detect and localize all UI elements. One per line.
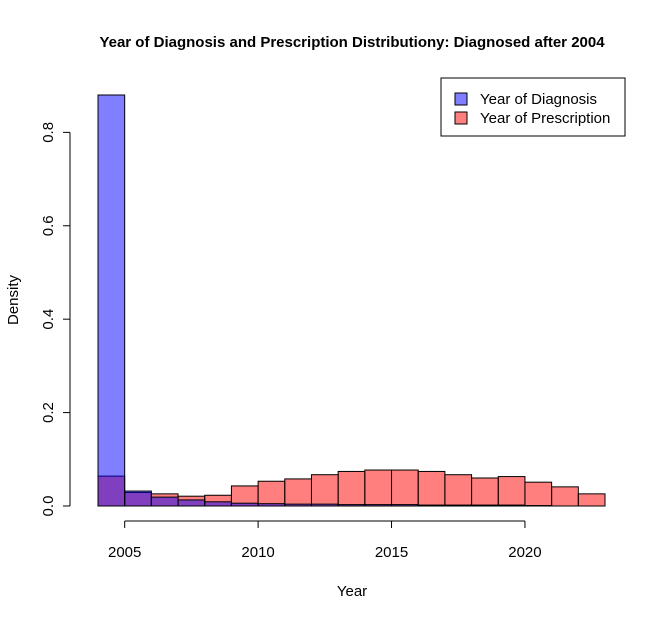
bar-year-of-prescription-2013 bbox=[337, 470, 366, 507]
bar-year-of-prescription-2017 bbox=[444, 474, 473, 507]
bar-year-of-diagnosis-2013 bbox=[337, 504, 366, 507]
legend-swatch-year-of-diagnosis bbox=[454, 92, 468, 106]
bar-year-of-prescription-2011 bbox=[284, 478, 312, 507]
legend-label-year-of-prescription: Year of Prescription bbox=[480, 110, 610, 127]
legend-swatch-year-of-prescription bbox=[454, 111, 468, 125]
bar-year-of-diagnosis-2009 bbox=[230, 502, 259, 507]
bar-year-of-diagnosis-2008 bbox=[204, 501, 232, 507]
legend-box bbox=[440, 77, 626, 137]
bar-year-of-prescription-2012 bbox=[310, 474, 339, 507]
x-tick-label-2010: 2010 bbox=[241, 544, 274, 561]
bar-year-of-diagnosis-2010 bbox=[257, 503, 286, 507]
bar-year-of-prescription-2016 bbox=[417, 470, 446, 507]
bar-year-of-prescription-2022 bbox=[577, 493, 606, 507]
y-tick-label-0: 0.0 bbox=[40, 496, 57, 517]
bar-year-of-diagnosis-2004 bbox=[97, 94, 126, 507]
bar-year-of-prescription-2014 bbox=[364, 469, 393, 507]
y-axis-label: Density bbox=[5, 274, 22, 325]
bar-year-of-prescription-2010 bbox=[257, 480, 286, 507]
bar-year-of-diagnosis-2016 bbox=[417, 504, 446, 507]
y-axis: 0.0 0.2 0.4 0.6 0.8 bbox=[40, 122, 71, 517]
x-tick-label-2005: 2005 bbox=[108, 544, 141, 561]
bar-year-of-diagnosis-2005 bbox=[124, 490, 152, 507]
bar-year-of-diagnosis-2017 bbox=[444, 504, 473, 507]
bar-year-of-prescription-2020 bbox=[524, 481, 553, 507]
x-axis: 2005 2010 2015 2020 bbox=[108, 520, 542, 561]
bar-year-of-diagnosis-2015 bbox=[391, 504, 419, 507]
bar-year-of-diagnosis-2007 bbox=[177, 499, 206, 507]
x-tick-label-2020: 2020 bbox=[508, 544, 541, 561]
bar-year-of-prescription-2021 bbox=[551, 486, 579, 507]
bar-year-of-diagnosis-2014 bbox=[364, 504, 393, 507]
legend: Year of Diagnosis Year of Prescription bbox=[440, 77, 626, 137]
bar-year-of-diagnosis-2011 bbox=[284, 503, 312, 507]
bar-year-of-diagnosis-2006 bbox=[150, 496, 179, 507]
y-tick-label-0.4: 0.4 bbox=[40, 309, 57, 330]
y-tick-label-0.6: 0.6 bbox=[40, 215, 57, 236]
bar-year-of-prescription-2019 bbox=[497, 476, 526, 507]
legend-label-year-of-diagnosis: Year of Diagnosis bbox=[480, 91, 597, 108]
bar-year-of-prescription-2018 bbox=[471, 477, 499, 507]
bar-year-of-diagnosis-2012 bbox=[310, 503, 339, 507]
bar-year-of-diagnosis-2019 bbox=[497, 504, 526, 507]
bars-group bbox=[97, 94, 606, 507]
y-tick-label-0.2: 0.2 bbox=[40, 402, 57, 423]
y-tick-label-0.8: 0.8 bbox=[40, 122, 57, 143]
x-tick-label-2015: 2015 bbox=[375, 544, 408, 561]
x-axis-label: Year bbox=[337, 583, 367, 600]
chart-title: Year of Diagnosis and Prescription Distr… bbox=[99, 34, 605, 51]
bar-year-of-diagnosis-2018 bbox=[471, 504, 499, 507]
bar-year-of-prescription-2015 bbox=[391, 469, 419, 507]
